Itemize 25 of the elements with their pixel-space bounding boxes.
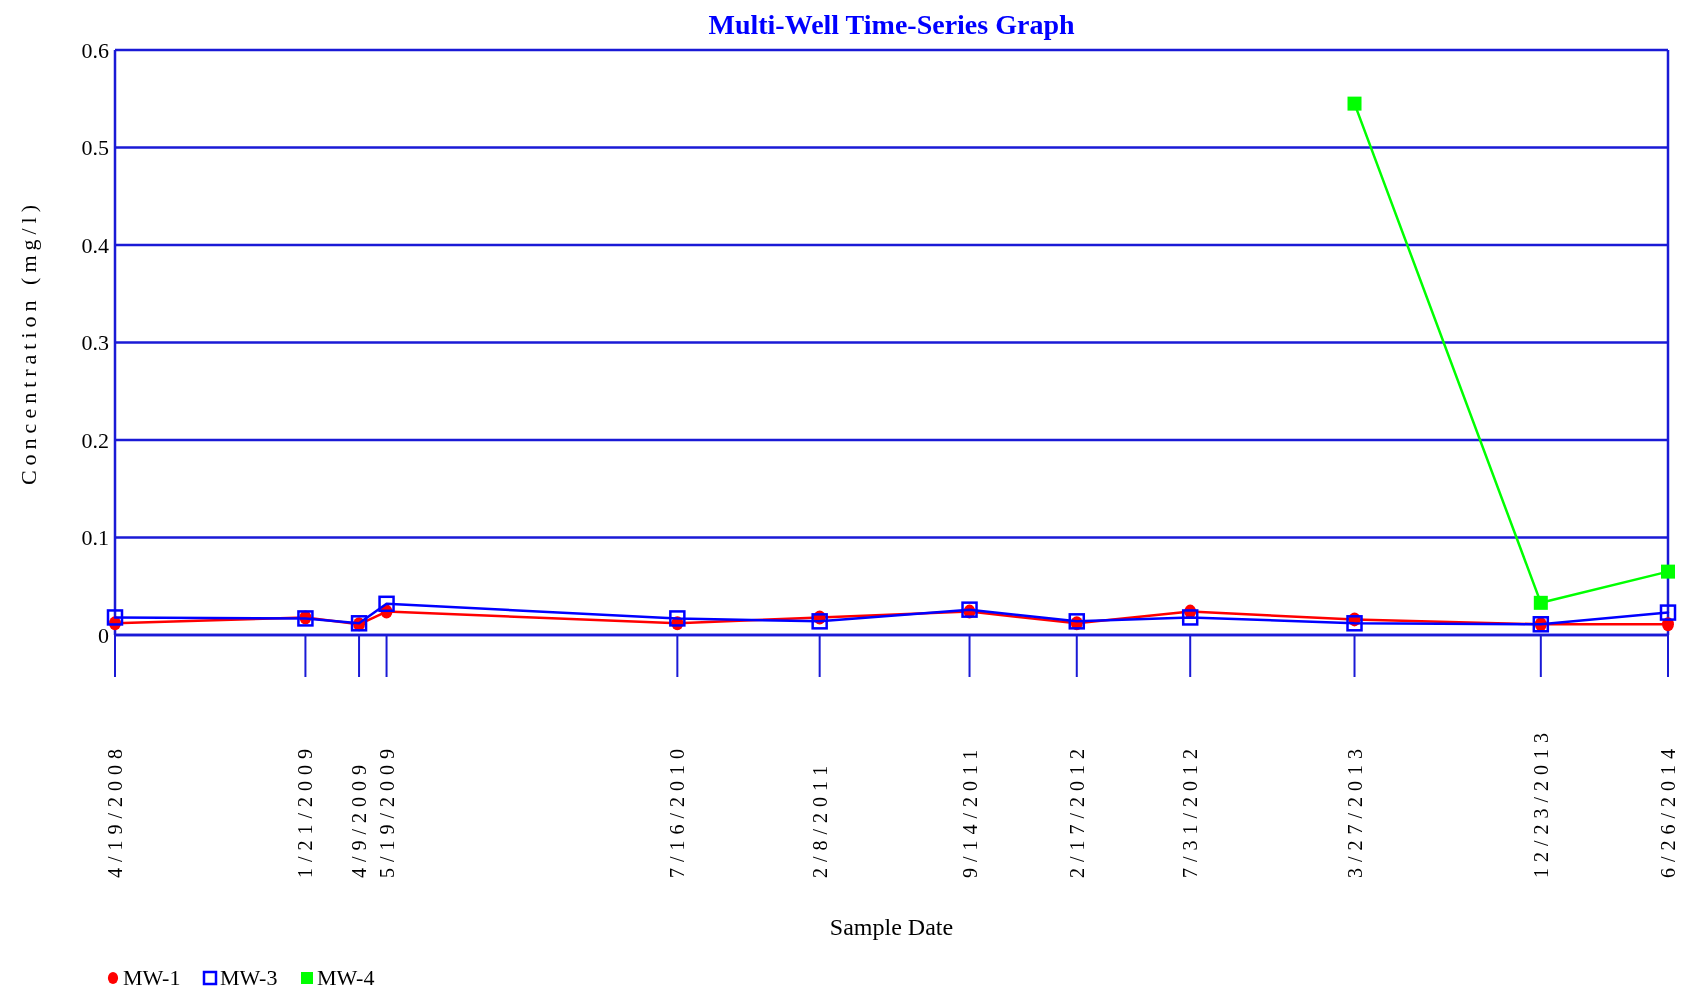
x-tick-label: 3/27/2013 xyxy=(1343,742,1366,878)
legend-label: MW-3 xyxy=(220,965,278,990)
y-tick-label: 0.4 xyxy=(81,232,109,258)
y-tick-label: 0 xyxy=(98,622,109,648)
x-tick-label: 7/31/2012 xyxy=(1179,742,1202,878)
x-tick-label: 2/8/2011 xyxy=(808,759,831,878)
chart-title: Multi-Well Time-Series Graph xyxy=(708,9,1075,40)
x-tick-label: 7/16/2010 xyxy=(666,742,689,878)
y-tick-label: 0.1 xyxy=(81,525,109,550)
x-tick-label: 2/17/2012 xyxy=(1065,742,1088,878)
y-tick-label: 0.6 xyxy=(81,37,109,63)
x-tick-label: 6/26/2014 xyxy=(1657,742,1679,878)
legend-label: MW-1 xyxy=(123,965,181,990)
y-tick-label: 0.3 xyxy=(81,330,109,355)
x-tick-label: 9/14/2011 xyxy=(958,743,981,878)
y-tick-label: 0.5 xyxy=(81,135,109,160)
x-tick-label: 1/21/2009 xyxy=(294,742,317,878)
legend-label: MW-4 xyxy=(317,965,375,990)
x-tick-label: 4/19/2008 xyxy=(104,742,126,878)
x-tick-label: 5/19/2009 xyxy=(375,742,398,878)
y-tick-label: 0.2 xyxy=(81,427,109,453)
x-tick-label: 12/23/2013 xyxy=(1529,726,1552,878)
x-axis-title: Sample Date xyxy=(829,914,954,940)
y-axis-title: Concentration (mg/l) xyxy=(15,199,41,486)
x-tick-label: 4/9/2009 xyxy=(348,758,371,878)
